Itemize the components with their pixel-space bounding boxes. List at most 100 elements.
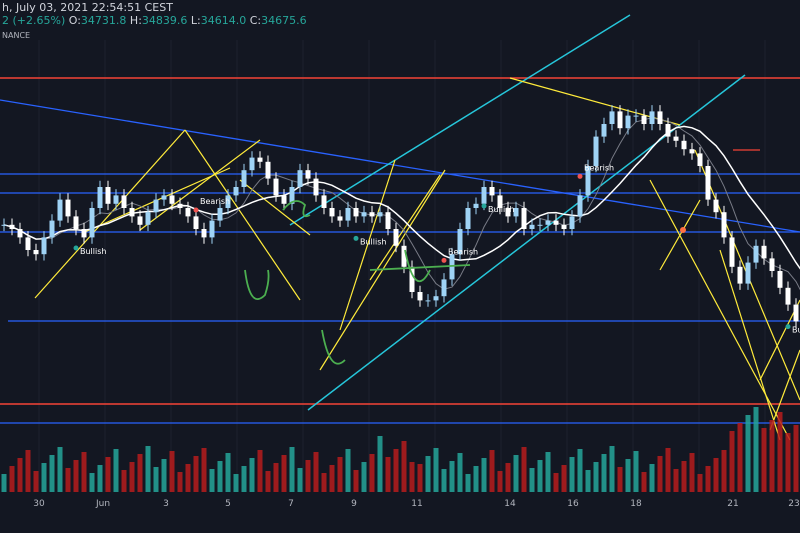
candle-body [633,115,639,117]
annotation-stroke [282,200,311,218]
volume-bar [401,441,407,492]
candle-body [745,262,751,284]
candle-body [361,212,367,217]
volume-bar [417,464,423,492]
volume-bar [497,471,503,492]
moving-average-slow [3,125,800,270]
volume-bar [177,472,183,492]
channel-line [289,14,631,226]
volume-bar [297,468,303,492]
header-ohlc: 2 (+2.65%) O:34731.8 H:34839.6 L:34614.0… [2,14,307,27]
volume-bar [721,450,727,492]
volume-bar [769,420,775,492]
trend-line-yellow [759,299,800,381]
trend-line-yellow [184,129,301,301]
volume-bar [465,474,471,492]
volume-bar [129,462,135,492]
x-tick-label: 23 [788,499,800,509]
candle-body [545,220,551,225]
candle-body [305,170,311,179]
candle-body [497,195,503,208]
volume-bar [585,470,591,492]
volume-bar [353,470,359,492]
candle-body [17,229,23,238]
header-exchange: NANCE [2,31,31,40]
chart-header: h, July 03, 2021 22:54:51 CEST 2 (+2.65%… [0,0,800,40]
candle-body [225,195,231,208]
candle-body [393,229,399,246]
candle-body [665,124,671,137]
candle-body [297,170,303,187]
volume-bar [609,446,615,492]
candle-body [401,245,407,267]
signal-label: Bearish [200,197,230,206]
candle-body [673,136,679,141]
x-tick-label: 7 [288,499,294,509]
volume-bar [713,458,719,492]
volume-bar [553,473,559,492]
candle-body [337,216,343,221]
volume-bar [321,473,327,492]
candle-body [281,195,287,204]
volume-bar [737,423,743,492]
volume-bar [305,460,311,492]
volume-bar [505,463,511,492]
candle-body [753,245,759,263]
volume-bar [329,465,335,492]
signal-dot [577,173,583,179]
volume-bar [185,464,191,492]
volume-bar [617,467,623,492]
candle-body [161,195,167,200]
volume-bar [641,472,647,492]
volume-bar [521,447,527,492]
candle-body [185,208,191,217]
trend-line-yellow [369,174,441,281]
candle-body [49,220,55,238]
volume-bar [473,466,479,492]
x-tick-label: 16 [567,499,579,509]
candle-body [481,187,487,204]
volume-bar [249,458,255,492]
candle-body [81,229,87,238]
volume-bar [569,457,575,492]
signal-label: Bullish [488,205,514,214]
signal-label: Bearish [584,163,614,172]
volume-bar [601,454,607,492]
volume-bar [281,455,287,492]
volume-bar [265,471,271,492]
candle-body [697,153,703,166]
candle-body [137,216,143,225]
candle-body [217,208,223,221]
candle-body [577,195,583,217]
volume-bar [201,448,207,492]
x-tick-label: 3 [163,499,169,509]
candle-body [601,124,607,137]
volume-bar [753,407,759,492]
volume-bar [537,460,543,492]
candle-body [729,237,735,267]
x-tick-label: 21 [727,499,739,509]
candle-body [273,178,279,196]
volume-bar [105,457,111,492]
candle-body [521,208,527,229]
volume-bar [337,457,343,492]
volume-bar [449,461,455,492]
annotation-stroke [321,329,346,365]
signal-dot [785,324,791,330]
volume-bar [633,451,639,492]
candle-body [265,161,271,179]
candle-body [705,166,711,200]
header-open-label: O: [68,14,81,27]
candle-body [473,203,479,208]
volume-bar [681,461,687,492]
candle-body [689,149,695,154]
volume-bar [529,468,535,492]
signal-label: Bearish [448,247,478,256]
candle-body [457,229,463,255]
signal-label: Bullish [792,326,800,335]
candle-body [529,224,535,229]
header-close-value: 34675.6 [261,14,307,27]
trend-line-yellow [239,179,311,236]
volume-bar [745,415,751,492]
candle-body [121,195,127,208]
